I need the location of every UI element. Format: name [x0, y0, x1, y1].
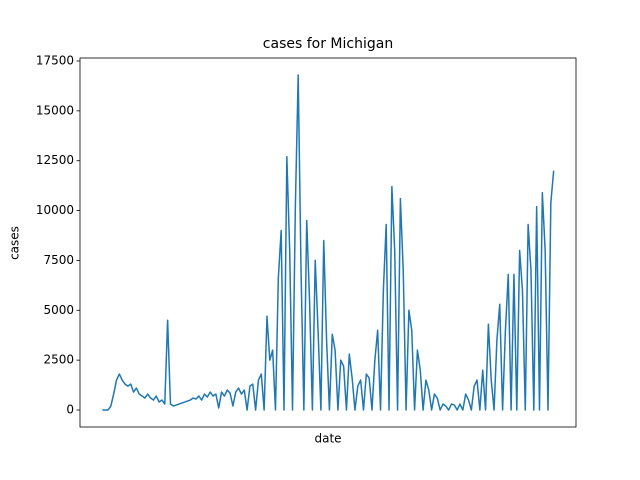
y-tick-label: 17500: [36, 53, 74, 67]
y-axis-label: cases: [8, 226, 22, 260]
y-tick-label: 10000: [36, 203, 74, 217]
x-axis-label: date: [314, 432, 341, 446]
y-tick-label: 0: [66, 403, 74, 417]
data-line: [102, 74, 555, 411]
y-tick-label: 5000: [43, 303, 74, 317]
y-tick-label: 7500: [43, 253, 74, 267]
y-tick-label: 15000: [36, 103, 74, 117]
axes-frame: [79, 57, 577, 428]
plot-area: 0 2500 5000 7500 10000 12500 15000 17500: [36, 53, 555, 417]
y-tick-label: 2500: [43, 353, 74, 367]
y-tick-label: 12500: [36, 153, 74, 167]
chart-title: cases for Michigan: [263, 36, 393, 52]
